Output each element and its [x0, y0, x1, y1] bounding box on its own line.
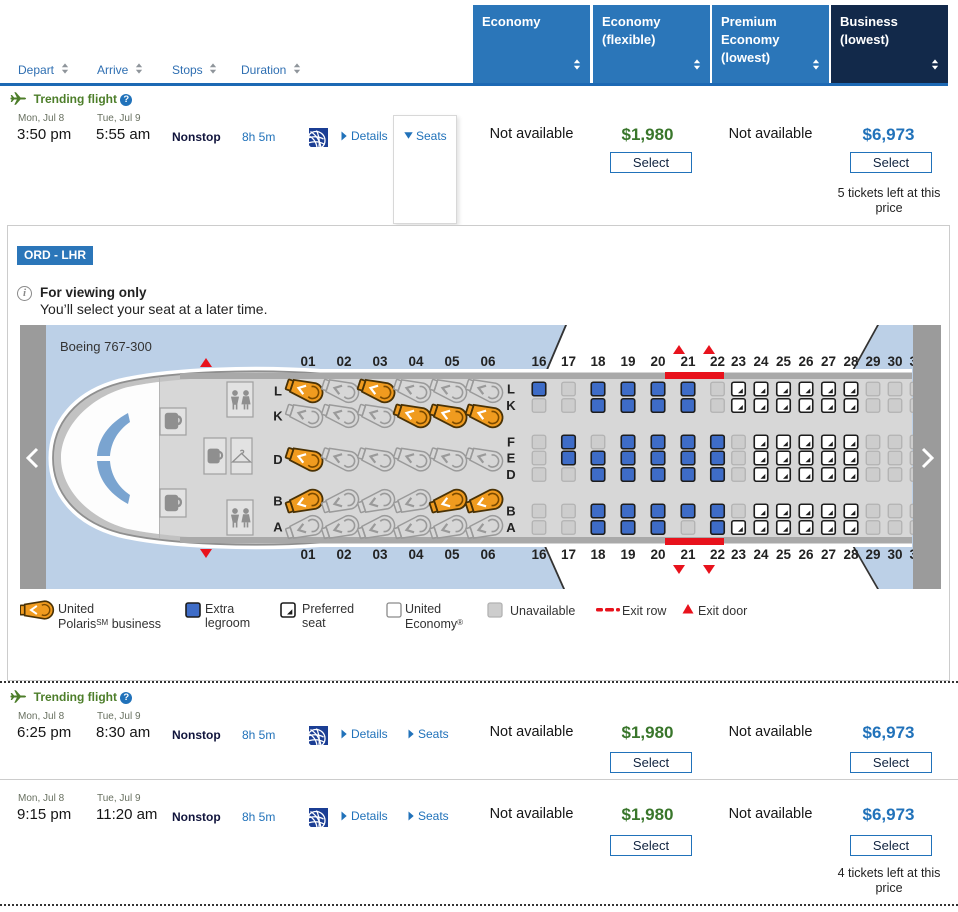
svg-text:B: B	[506, 504, 515, 519]
svg-text:21: 21	[680, 547, 696, 562]
svg-text:29: 29	[865, 547, 880, 562]
svg-text:28: 28	[843, 354, 859, 369]
svg-text:23: 23	[731, 354, 747, 369]
svg-text:19: 19	[620, 547, 635, 562]
svg-text:01: 01	[300, 354, 316, 369]
svg-text:01: 01	[300, 547, 316, 562]
svg-text:28: 28	[843, 547, 859, 562]
svg-text:20: 20	[650, 354, 665, 369]
svg-text:L: L	[274, 384, 282, 399]
svg-text:29: 29	[865, 354, 880, 369]
svg-text:21: 21	[680, 354, 696, 369]
svg-text:18: 18	[590, 547, 606, 562]
svg-text:04: 04	[408, 547, 424, 562]
svg-text:06: 06	[480, 547, 496, 562]
svg-text:02: 02	[336, 547, 351, 562]
svg-text:22: 22	[710, 354, 725, 369]
svg-text:24: 24	[753, 354, 769, 369]
svg-text:B: B	[273, 494, 282, 509]
svg-text:27: 27	[821, 354, 836, 369]
svg-text:17: 17	[561, 547, 576, 562]
svg-text:D: D	[273, 452, 282, 467]
svg-text:D: D	[506, 467, 515, 482]
svg-text:16: 16	[531, 547, 547, 562]
svg-text:K: K	[506, 398, 516, 413]
svg-text:24: 24	[753, 547, 769, 562]
svg-text:A: A	[506, 520, 516, 535]
svg-text:17: 17	[561, 354, 576, 369]
svg-text:L: L	[507, 382, 515, 397]
svg-text:K: K	[273, 409, 283, 424]
svg-text:E: E	[507, 451, 516, 466]
svg-text:25: 25	[776, 547, 792, 562]
svg-text:19: 19	[620, 354, 635, 369]
svg-text:22: 22	[710, 547, 725, 562]
svg-text:A: A	[273, 520, 283, 535]
svg-text:Boeing 767-300: Boeing 767-300	[60, 339, 152, 354]
svg-text:27: 27	[821, 547, 836, 562]
svg-text:26: 26	[798, 547, 814, 562]
svg-text:26: 26	[798, 354, 814, 369]
svg-text:03: 03	[372, 547, 388, 562]
svg-text:20: 20	[650, 547, 665, 562]
svg-text:30: 30	[887, 547, 902, 562]
svg-text:30: 30	[887, 354, 902, 369]
svg-text:04: 04	[408, 354, 424, 369]
svg-text:03: 03	[372, 354, 388, 369]
svg-text:23: 23	[731, 547, 747, 562]
svg-text:05: 05	[444, 547, 460, 562]
svg-text:16: 16	[531, 354, 547, 369]
svg-text:F: F	[507, 435, 515, 450]
svg-text:25: 25	[776, 354, 792, 369]
svg-text:05: 05	[444, 354, 460, 369]
svg-text:18: 18	[590, 354, 606, 369]
svg-text:02: 02	[336, 354, 351, 369]
svg-text:06: 06	[480, 354, 496, 369]
